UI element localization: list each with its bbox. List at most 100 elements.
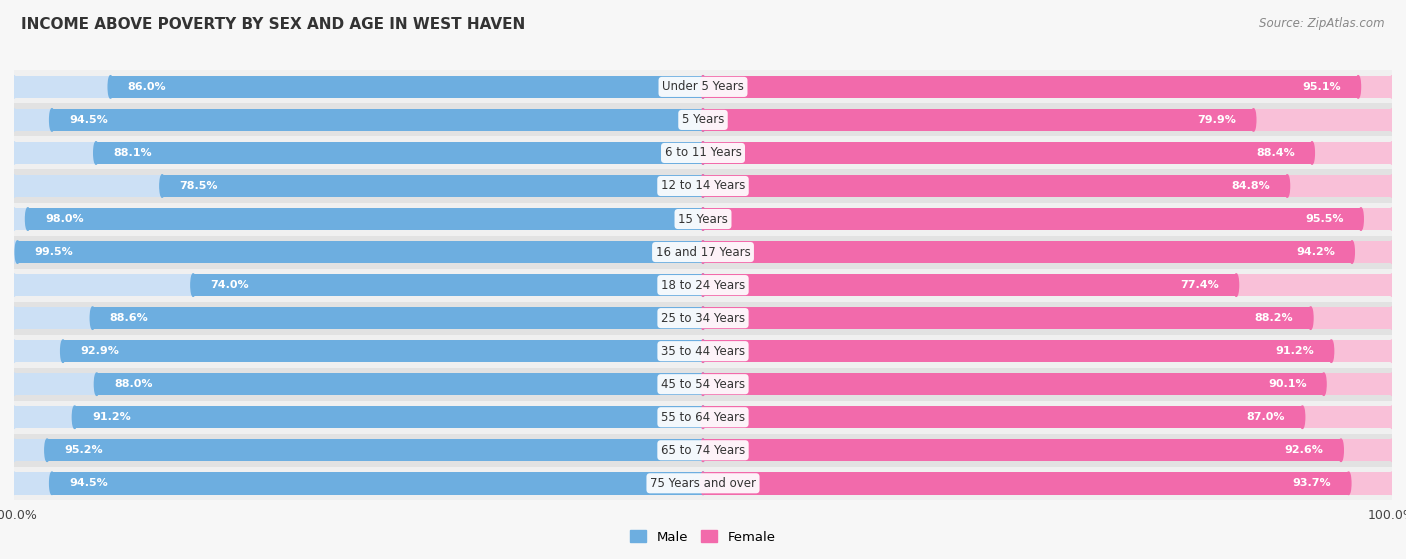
Text: 88.1%: 88.1% (114, 148, 152, 158)
Text: 25 to 34 Years: 25 to 34 Years (661, 311, 745, 325)
Circle shape (700, 307, 706, 329)
Bar (703, 307, 1310, 329)
Bar (14, 335, 1392, 368)
Circle shape (15, 241, 20, 263)
Circle shape (700, 340, 706, 362)
Circle shape (700, 373, 706, 395)
Bar (14, 268, 1392, 302)
Circle shape (11, 208, 17, 230)
Text: 35 to 44 Years: 35 to 44 Years (661, 345, 745, 358)
Bar (111, 75, 703, 98)
Bar (14, 169, 1392, 202)
Circle shape (700, 175, 706, 197)
Circle shape (11, 108, 17, 131)
Legend: Male, Female: Male, Female (626, 525, 780, 549)
Bar (703, 472, 1348, 495)
Circle shape (1389, 373, 1395, 395)
Circle shape (90, 307, 96, 329)
Circle shape (700, 274, 706, 296)
Bar (14, 472, 703, 495)
Circle shape (700, 175, 706, 197)
Circle shape (1339, 439, 1343, 462)
Bar (14, 373, 703, 395)
Text: 6 to 11 Years: 6 to 11 Years (665, 146, 741, 159)
Bar (17, 241, 703, 263)
Text: 88.0%: 88.0% (114, 379, 152, 389)
Text: 94.5%: 94.5% (69, 479, 108, 488)
Circle shape (11, 241, 17, 263)
Text: 15 Years: 15 Years (678, 212, 728, 225)
Circle shape (1234, 274, 1239, 296)
Bar (703, 208, 1361, 230)
Circle shape (45, 439, 49, 462)
Bar (14, 340, 703, 362)
Circle shape (1389, 241, 1395, 263)
Bar (703, 439, 1341, 462)
Bar (28, 208, 703, 230)
Circle shape (700, 142, 706, 164)
Circle shape (25, 208, 30, 230)
Circle shape (700, 406, 706, 428)
Bar (75, 406, 703, 428)
Circle shape (1329, 340, 1334, 362)
Text: 87.0%: 87.0% (1247, 412, 1285, 422)
Bar (703, 241, 1353, 263)
Text: 88.4%: 88.4% (1256, 148, 1295, 158)
Circle shape (1389, 142, 1395, 164)
Circle shape (700, 75, 706, 98)
Circle shape (1355, 75, 1361, 98)
Text: Source: ZipAtlas.com: Source: ZipAtlas.com (1260, 17, 1385, 30)
Circle shape (1358, 208, 1364, 230)
Bar (14, 241, 703, 263)
Bar (14, 307, 703, 329)
Bar (14, 235, 1392, 268)
Circle shape (1285, 175, 1289, 197)
Text: 90.1%: 90.1% (1268, 379, 1306, 389)
Text: 74.0%: 74.0% (211, 280, 249, 290)
Bar (93, 307, 703, 329)
Bar (703, 472, 1392, 495)
Text: 45 to 54 Years: 45 to 54 Years (661, 378, 745, 391)
Bar (703, 108, 1254, 131)
Bar (14, 202, 1392, 235)
Circle shape (1301, 406, 1305, 428)
Bar (703, 406, 1302, 428)
Text: Under 5 Years: Under 5 Years (662, 80, 744, 93)
Circle shape (700, 472, 706, 495)
Circle shape (94, 373, 98, 395)
Text: 95.1%: 95.1% (1302, 82, 1341, 92)
Bar (63, 340, 703, 362)
Circle shape (1389, 340, 1395, 362)
Text: 79.9%: 79.9% (1198, 115, 1236, 125)
Bar (14, 302, 1392, 335)
Circle shape (700, 208, 706, 230)
Text: 18 to 24 Years: 18 to 24 Years (661, 278, 745, 292)
Circle shape (11, 406, 17, 428)
Text: 88.2%: 88.2% (1254, 313, 1294, 323)
Bar (14, 434, 1392, 467)
Bar (193, 274, 703, 296)
Circle shape (60, 340, 65, 362)
Circle shape (1389, 274, 1395, 296)
Text: 95.2%: 95.2% (65, 446, 103, 455)
Circle shape (11, 340, 17, 362)
Bar (14, 136, 1392, 169)
Bar (14, 70, 1392, 103)
Circle shape (11, 307, 17, 329)
Bar (14, 467, 1392, 500)
Text: 92.9%: 92.9% (80, 346, 120, 356)
Circle shape (700, 439, 706, 462)
Text: 16 and 17 Years: 16 and 17 Years (655, 245, 751, 259)
Bar (703, 108, 1392, 131)
Circle shape (11, 472, 17, 495)
Text: 84.8%: 84.8% (1232, 181, 1270, 191)
Bar (703, 142, 1392, 164)
Text: 78.5%: 78.5% (180, 181, 218, 191)
Bar (703, 75, 1358, 98)
Bar (162, 175, 703, 197)
Circle shape (11, 439, 17, 462)
Text: 75 Years and over: 75 Years and over (650, 477, 756, 490)
Text: 77.4%: 77.4% (1180, 280, 1219, 290)
Bar (703, 307, 1392, 329)
Bar (703, 274, 1236, 296)
